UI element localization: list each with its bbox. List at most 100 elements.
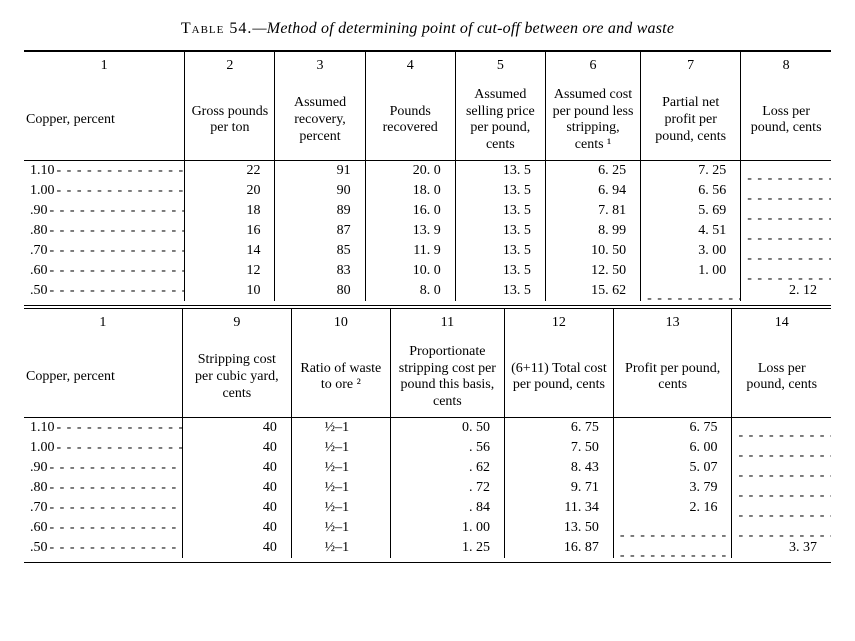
- row-label: 1.10: [24, 160, 185, 181]
- cell-value: 10. 0: [365, 261, 455, 281]
- cell-value: 13. 50: [504, 518, 613, 538]
- row-label: 1.10: [24, 417, 182, 438]
- cell-value: 7. 81: [545, 201, 640, 221]
- cell-value: [732, 438, 831, 458]
- cell-value: 40: [182, 498, 291, 518]
- cell-value: ½–1: [291, 498, 390, 518]
- table-row: .70148511. 913. 510. 503. 00: [24, 241, 831, 261]
- table-row: .9040½–1. 628. 435. 07: [24, 458, 831, 478]
- cell-value: 13. 5: [455, 221, 545, 241]
- column-label: Loss per pound, cents: [732, 338, 831, 418]
- column-label: Profit per pound, cents: [613, 338, 732, 418]
- table-row: .5040½–11. 2516. 873. 37: [24, 538, 831, 558]
- column-label: Assumed recovery, percent: [275, 81, 365, 161]
- cell-value: ½–1: [291, 518, 390, 538]
- column-number: 13: [613, 309, 732, 338]
- cell-value: [741, 201, 831, 221]
- cell-value: ½–1: [291, 538, 390, 558]
- cell-value: 9. 71: [504, 478, 613, 498]
- cell-value: 13. 9: [365, 221, 455, 241]
- cell-value: 20: [185, 181, 275, 201]
- cell-value: ½–1: [291, 438, 390, 458]
- cell-value: 1. 00: [390, 518, 504, 538]
- cell-value: 40: [182, 478, 291, 498]
- column-number: 11: [390, 309, 504, 338]
- cell-value: 40: [182, 438, 291, 458]
- cell-value: 13. 5: [455, 160, 545, 181]
- cell-value: [641, 281, 741, 301]
- cell-value: 10. 50: [545, 241, 640, 261]
- cell-value: 12. 50: [545, 261, 640, 281]
- row-label: .60: [24, 518, 182, 538]
- column-number: 3: [275, 51, 365, 81]
- cell-value: 15. 62: [545, 281, 640, 301]
- cell-value: 13. 5: [455, 261, 545, 281]
- column-number: 5: [455, 51, 545, 81]
- cell-value: 90: [275, 181, 365, 201]
- cell-value: 85: [275, 241, 365, 261]
- cell-value: 40: [182, 458, 291, 478]
- cell-value: 6. 75: [504, 417, 613, 438]
- cell-value: . 62: [390, 458, 504, 478]
- cell-value: 80: [275, 281, 365, 301]
- cell-value: 83: [275, 261, 365, 281]
- row-label: 1.00: [24, 438, 182, 458]
- cell-value: 12: [185, 261, 275, 281]
- table-row: 1.10229120. 013. 56. 257. 25: [24, 160, 831, 181]
- cell-value: 40: [182, 417, 291, 438]
- table-row: .8040½–1. 729. 713. 79: [24, 478, 831, 498]
- cell-value: 87: [275, 221, 365, 241]
- row-label: .70: [24, 498, 182, 518]
- column-number: 9: [182, 309, 291, 338]
- cell-value: 13. 5: [455, 241, 545, 261]
- cell-value: 5. 69: [641, 201, 741, 221]
- column-number: 10: [291, 309, 390, 338]
- cell-value: 5. 07: [613, 458, 732, 478]
- table-title: —Method of determining point of cut-off …: [252, 20, 674, 37]
- column-label: Copper, percent: [24, 338, 182, 418]
- table-row: .6040½–11. 0013. 50: [24, 518, 831, 538]
- cell-value: . 56: [390, 438, 504, 458]
- cell-value: 13. 5: [455, 201, 545, 221]
- column-number: 6: [545, 51, 640, 81]
- row-label: .80: [24, 478, 182, 498]
- cell-value: 10: [185, 281, 275, 301]
- cell-value: 13. 5: [455, 281, 545, 301]
- column-number: 8: [741, 51, 831, 81]
- cell-value: [732, 518, 831, 538]
- cell-value: 18. 0: [365, 181, 455, 201]
- cell-value: 7. 25: [641, 160, 741, 181]
- row-label: .80: [24, 221, 185, 241]
- cell-value: [741, 221, 831, 241]
- column-number: 1: [24, 309, 182, 338]
- cell-value: 6. 75: [613, 417, 732, 438]
- table-row: .80168713. 913. 58. 994. 51: [24, 221, 831, 241]
- table-row: .5010808. 013. 515. 622. 12: [24, 281, 831, 301]
- cell-value: ½–1: [291, 478, 390, 498]
- row-label: .60: [24, 261, 185, 281]
- cell-value: [613, 518, 732, 538]
- cell-value: 91: [275, 160, 365, 181]
- column-label: Pounds recovered: [365, 81, 455, 161]
- cell-value: ½–1: [291, 417, 390, 438]
- cell-value: 8. 43: [504, 458, 613, 478]
- column-number: 4: [365, 51, 455, 81]
- cell-value: [741, 181, 831, 201]
- column-number: 14: [732, 309, 831, 338]
- column-label: Ratio of waste to ore ²: [291, 338, 390, 418]
- column-number: 12: [504, 309, 613, 338]
- cell-value: 89: [275, 201, 365, 221]
- cell-value: 8. 99: [545, 221, 640, 241]
- table-row: 1.1040½–10. 506. 756. 75: [24, 417, 831, 438]
- cell-value: 2. 16: [613, 498, 732, 518]
- column-label: Proportion­ate stripping cost per pound …: [390, 338, 504, 418]
- table-row: 1.00209018. 013. 56. 946. 56: [24, 181, 831, 201]
- cell-value: 4. 51: [641, 221, 741, 241]
- column-label: Loss per pound, cents: [741, 81, 831, 161]
- column-number: 1: [24, 51, 185, 81]
- cell-value: 6. 94: [545, 181, 640, 201]
- column-number: 7: [641, 51, 741, 81]
- cell-value: 40: [182, 518, 291, 538]
- cell-value: 2. 12: [741, 281, 831, 301]
- cutoff-table-bottom: 191011121314 Copper, percentStripping co…: [24, 309, 831, 563]
